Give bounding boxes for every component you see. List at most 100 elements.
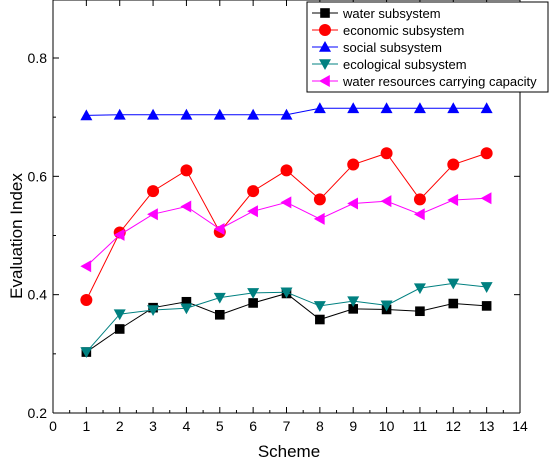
series-5 bbox=[80, 192, 492, 273]
series-layer bbox=[80, 102, 493, 359]
data-point bbox=[447, 278, 460, 290]
data-point bbox=[280, 287, 293, 299]
y-tick-label: 0.2 bbox=[28, 405, 48, 421]
data-point bbox=[113, 108, 126, 120]
data-point bbox=[380, 195, 392, 208]
data-point bbox=[413, 102, 426, 114]
data-point bbox=[113, 309, 126, 321]
data-point bbox=[313, 212, 325, 225]
legend-item: economic subsystem bbox=[312, 23, 464, 38]
data-point bbox=[380, 147, 393, 160]
data-point bbox=[313, 301, 326, 312]
data-point bbox=[280, 164, 293, 177]
series-1 bbox=[81, 288, 492, 357]
data-point bbox=[347, 158, 360, 171]
data-point bbox=[448, 298, 459, 309]
data-point bbox=[247, 205, 258, 218]
x-axis: 0 1 2 3 4 5 6 7 8 9 10 11 12 13 14 bbox=[49, 0, 528, 434]
x-tick-label: 7 bbox=[283, 418, 291, 434]
legend-marker bbox=[319, 24, 331, 36]
data-point bbox=[247, 288, 260, 299]
data-point bbox=[181, 296, 192, 307]
data-point bbox=[147, 305, 160, 317]
legend-item: water subsystem bbox=[312, 6, 441, 21]
data-point bbox=[348, 304, 359, 314]
data-point bbox=[315, 314, 325, 325]
x-tick-label: 13 bbox=[479, 418, 495, 434]
data-point bbox=[313, 193, 326, 206]
x-tick-label: 1 bbox=[82, 418, 90, 434]
x-tick-label: 6 bbox=[249, 418, 257, 434]
legend-item: ecological subsystem bbox=[312, 57, 467, 72]
legend-label: economic subsystem bbox=[343, 23, 464, 38]
data-point bbox=[480, 102, 493, 114]
series-4 bbox=[80, 278, 493, 359]
data-point bbox=[213, 292, 226, 304]
data-point bbox=[347, 197, 359, 210]
data-point bbox=[114, 324, 125, 334]
x-tick-label: 11 bbox=[413, 418, 428, 434]
data-point bbox=[380, 300, 393, 312]
legend: water subsystem economic subsystem social … bbox=[306, 1, 549, 93]
legend-label: ecological subsystem bbox=[343, 57, 467, 72]
y-tick-label: 0.8 bbox=[28, 50, 48, 66]
data-point bbox=[280, 196, 292, 209]
series-2 bbox=[80, 147, 493, 306]
legend-label: water resources carrying capacity bbox=[342, 74, 537, 89]
data-point bbox=[347, 102, 360, 114]
series-line bbox=[86, 292, 487, 353]
data-point bbox=[413, 193, 426, 206]
y-axis-label: Evaluation Index bbox=[7, 173, 26, 299]
legend-label: social subsystem bbox=[343, 40, 442, 55]
data-point bbox=[480, 192, 492, 205]
data-point bbox=[380, 102, 393, 114]
data-point bbox=[247, 108, 260, 120]
legend-item: social subsystem bbox=[312, 40, 442, 55]
data-point bbox=[480, 147, 493, 160]
x-tick-label: 9 bbox=[349, 418, 357, 434]
data-point bbox=[413, 283, 426, 295]
data-point bbox=[248, 298, 258, 308]
data-point bbox=[80, 260, 92, 273]
data-point bbox=[180, 164, 193, 177]
data-point bbox=[415, 306, 425, 317]
legend-box bbox=[306, 1, 549, 93]
data-point bbox=[80, 293, 93, 306]
data-point bbox=[480, 282, 493, 293]
data-point bbox=[213, 222, 225, 235]
legend-label: water subsystem bbox=[342, 6, 441, 21]
data-point bbox=[347, 296, 360, 308]
data-point bbox=[80, 347, 93, 359]
data-point bbox=[180, 108, 193, 120]
x-tick-label: 12 bbox=[445, 418, 461, 434]
data-point bbox=[413, 208, 425, 221]
x-tick-label: 4 bbox=[183, 418, 191, 434]
x-axis-label: Scheme bbox=[258, 442, 320, 461]
data-point bbox=[147, 208, 158, 221]
y-tick-label: 0.4 bbox=[28, 287, 48, 303]
data-point bbox=[247, 185, 260, 198]
legend-item: water resources carrying capacity bbox=[312, 74, 537, 89]
data-point bbox=[214, 309, 225, 320]
x-tick-label: 3 bbox=[149, 418, 157, 434]
data-point bbox=[447, 158, 460, 171]
data-point bbox=[447, 194, 459, 206]
data-point bbox=[113, 228, 125, 241]
x-tick-label: 5 bbox=[216, 418, 224, 434]
data-point bbox=[147, 185, 160, 198]
data-point bbox=[447, 102, 460, 114]
x-tick-label: 14 bbox=[512, 418, 528, 434]
x-tick-label: 0 bbox=[49, 418, 57, 434]
x-tick-label: 2 bbox=[116, 418, 124, 434]
data-point bbox=[180, 200, 192, 213]
data-point bbox=[80, 109, 93, 121]
y-axis: 0.2 0.4 0.6 0.8 bbox=[28, 50, 520, 421]
legend-marker bbox=[320, 8, 330, 18]
legend-marker bbox=[319, 41, 331, 52]
data-point bbox=[280, 108, 293, 120]
x-tick-label: 8 bbox=[316, 418, 324, 434]
legend-marker bbox=[319, 59, 331, 70]
data-point bbox=[180, 303, 193, 315]
data-point bbox=[213, 108, 226, 120]
